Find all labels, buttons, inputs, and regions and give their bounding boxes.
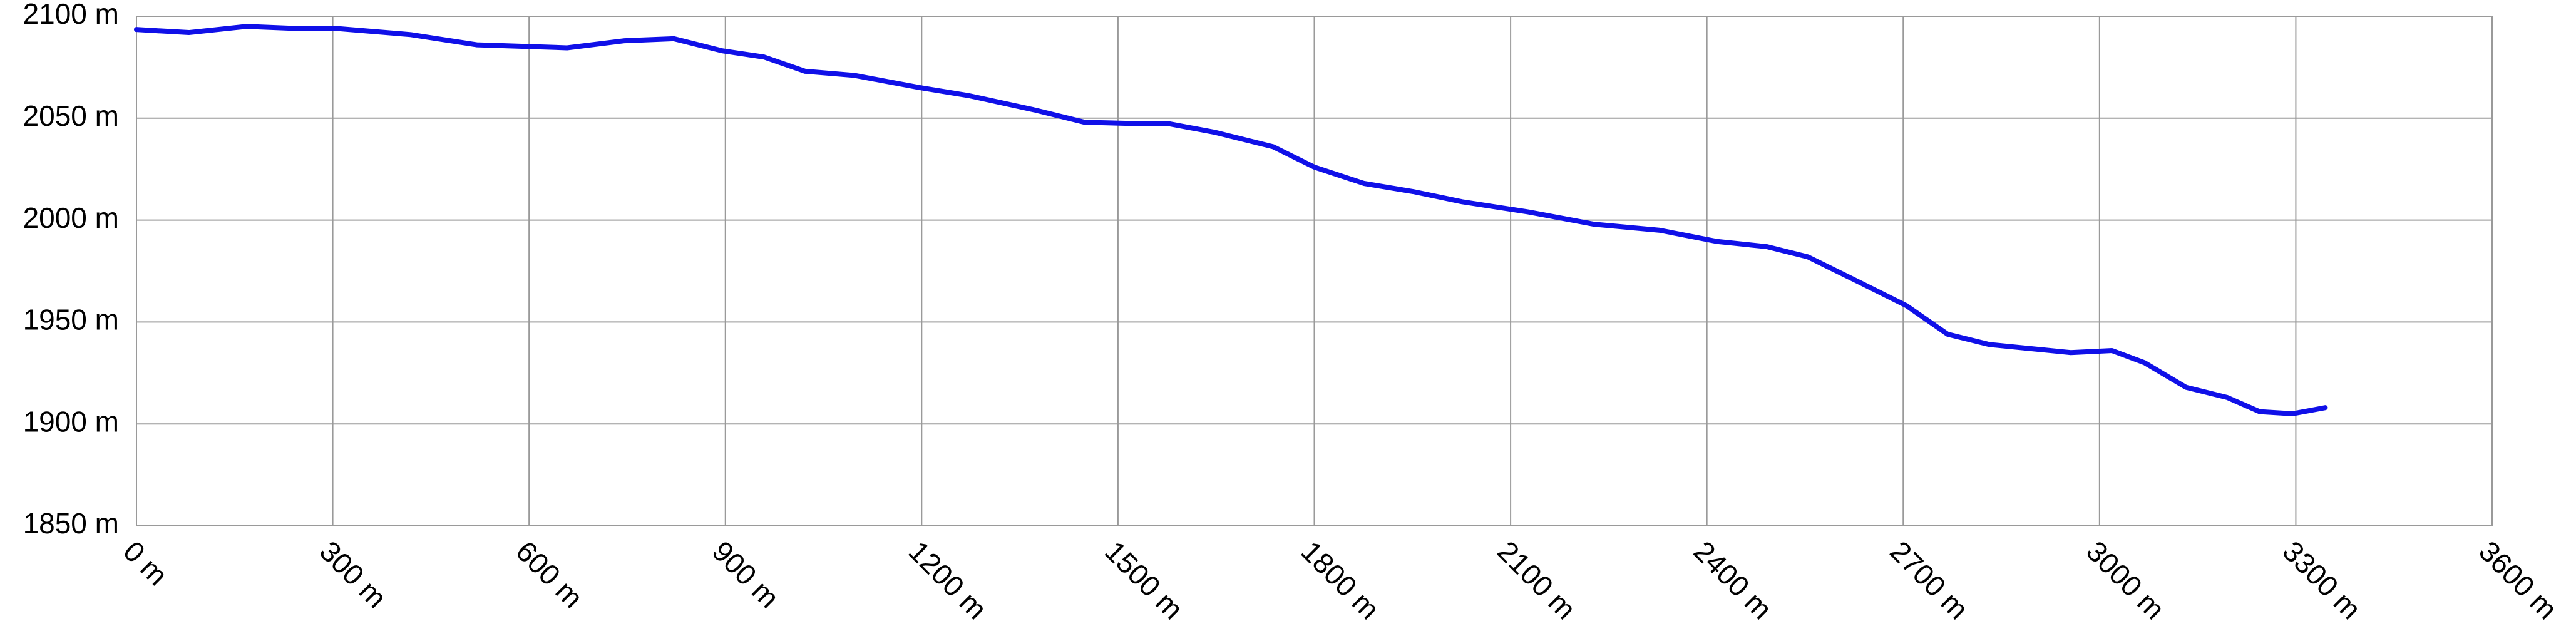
y-tick-label: 1950 m [23, 304, 119, 336]
y-tick-label: 2100 m [23, 0, 119, 30]
y-tick-label: 2050 m [23, 100, 119, 132]
y-tick-label: 2000 m [23, 202, 119, 234]
x-tick-label: 900 m [706, 535, 786, 614]
x-tick-label: 3000 m [2080, 535, 2171, 625]
x-tick-label: 600 m [510, 535, 589, 614]
x-tick-label: 1200 m [903, 535, 993, 625]
x-tick-label: 2100 m [1491, 535, 1582, 625]
x-tick-label: 1800 m [1295, 535, 1386, 625]
x-tick-label: 3300 m [2277, 535, 2368, 625]
x-tick-label: 1500 m [1099, 535, 1189, 625]
y-tick-label: 1900 m [23, 405, 119, 438]
y-tick-label: 1850 m [23, 507, 119, 540]
elevation-line [134, 24, 2328, 416]
x-tick-label: 300 m [314, 535, 393, 614]
x-tick-label: 3600 m [2473, 535, 2563, 625]
x-tick-label: 0 m [117, 535, 174, 592]
x-tick-label: 2400 m [1688, 535, 1778, 625]
x-tick-label: 2700 m [1884, 535, 1974, 625]
